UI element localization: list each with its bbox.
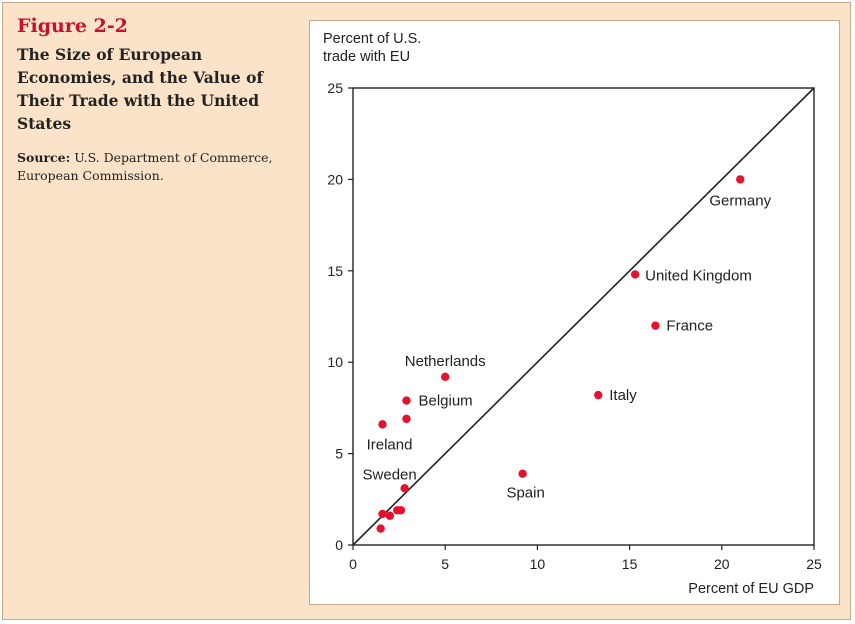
figure-source: Source: U.S. Department of Commerce, Eur…: [17, 149, 297, 185]
x-tick-label: 25: [806, 556, 822, 572]
source-text: U.S. Department of Commerce, European Co…: [17, 150, 273, 183]
y-axis-title: trade with EU: [323, 49, 410, 65]
point-united-kingdom: [630, 270, 640, 279]
y-tick-label: 20: [327, 171, 343, 187]
x-tick-label: 15: [622, 556, 638, 572]
point-netherlands: [441, 372, 450, 382]
point-germany: [736, 175, 745, 184]
figure-label: Figure 2-2: [17, 15, 128, 37]
x-tick-label: 0: [349, 556, 357, 572]
source-label: Source:: [17, 150, 71, 165]
reference-line: [352, 87, 815, 546]
figure-title: The Size of European Economies, and the …: [17, 45, 264, 133]
y-tick-label: 0: [335, 537, 343, 553]
point-ireland: [378, 420, 387, 429]
y-tick-label: 10: [327, 354, 343, 370]
plot-area-border: [352, 87, 815, 546]
y-tick-label: 5: [335, 446, 343, 462]
point-unlabeled: [396, 506, 406, 515]
x-tick-label: 10: [530, 556, 546, 572]
figure-caption: Figure 2-2 The Size of European Economie…: [17, 15, 297, 185]
point-label-spain: Spain: [506, 485, 544, 502]
point-unlabeled: [376, 524, 385, 533]
x-tick-label: 20: [714, 556, 730, 572]
y-tick-label: 25: [327, 80, 343, 96]
point-label-united-kingdom: United Kingdom: [645, 267, 752, 284]
point-label-ireland: Ireland: [367, 436, 413, 453]
chart-panel: 0 5 10 15 20 25 0 5 10 15 20 25 Percent of U.S. trade…: [309, 20, 840, 605]
point-spain: [518, 469, 527, 478]
point-unlabeled: [402, 414, 411, 424]
x-axis-title: Percent of EU GDP: [688, 581, 814, 597]
point-italy: [594, 390, 603, 400]
y-tick-label: 15: [327, 263, 343, 279]
point-label-sweden: Sweden: [363, 466, 417, 483]
point-label-belgium: Belgium: [418, 393, 472, 410]
point-label-netherlands: Netherlands: [405, 353, 486, 370]
point-sweden: [400, 484, 409, 493]
point-france: [651, 321, 660, 330]
x-tick-label: 5: [441, 556, 449, 572]
point-label-germany: Germany: [709, 192, 771, 209]
point-label-france: France: [666, 318, 713, 335]
y-axis-title: Percent of U.S.: [323, 31, 421, 47]
point-belgium: [402, 396, 411, 405]
point-label-italy: Italy: [609, 387, 637, 404]
point-unlabeled: [378, 509, 387, 519]
point-unlabeled: [385, 511, 395, 520]
scatter-chart: 0 5 10 15 20 25 0 5 10 15 20 25 Percent of U.S. trade…: [323, 31, 822, 597]
